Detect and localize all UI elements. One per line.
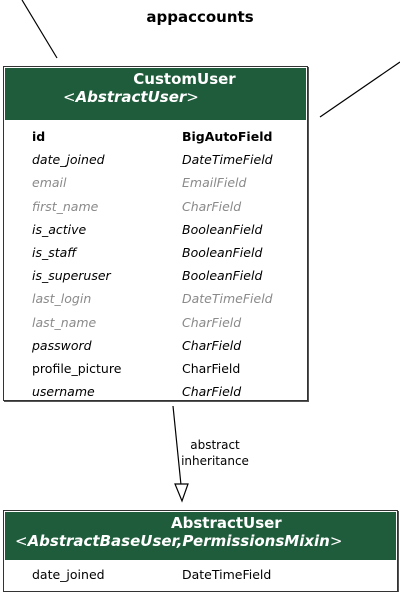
parent-class-name: AbstractBaseUser,PermissionsMixin (27, 532, 330, 550)
field-name: date_joined (32, 567, 105, 583)
field-row: last_login DateTimeField (4, 287, 307, 310)
edge-line-left (21, 0, 58, 59)
field-type: CharField (182, 360, 241, 376)
field-type: DateTimeField (182, 152, 273, 168)
relation-label-line1: abstract (190, 438, 240, 452)
inheritance-edge-line (172, 405, 182, 486)
parent-class-name: AbstractUser (75, 88, 187, 106)
field-table: date_joined DateTimeField (4, 563, 397, 586)
field-name: username (32, 384, 95, 400)
field-row: last_name CharField (4, 311, 307, 334)
field-row: date_joined DateTimeField (4, 563, 397, 586)
field-name: last_login (32, 291, 92, 307)
parents-close: > (186, 88, 199, 106)
entity-header: CustomUser <AbstractUser> (4, 67, 307, 121)
field-name: password (32, 337, 92, 353)
parents-open: < (63, 88, 76, 106)
field-name: is_active (32, 221, 87, 237)
field-name: first_name (32, 198, 99, 214)
field-type: CharField (182, 314, 242, 330)
field-name: email (32, 175, 67, 191)
field-type: CharField (182, 337, 242, 353)
field-row: is_active BooleanField (4, 218, 307, 241)
field-row: first_name CharField (4, 195, 307, 218)
field-type: BooleanField (182, 268, 263, 284)
entity-name: AbstractUser (171, 514, 282, 532)
field-name: is_superuser (32, 268, 111, 284)
field-name: id (32, 129, 46, 145)
field-row: is_staff BooleanField (4, 241, 307, 264)
entity-parents: <AbstractBaseUser,PermissionsMixin> (15, 532, 396, 550)
field-name: profile_picture (32, 360, 122, 376)
field-row: id BigAutoField (4, 125, 307, 148)
entity-customuser: CustomUser <AbstractUser> id BigAutoField… (3, 66, 308, 401)
field-type: CharField (182, 384, 242, 400)
field-row: date_joined DateTimeField (4, 148, 307, 171)
parents-close: > (329, 532, 343, 550)
field-type: BigAutoField (182, 129, 273, 145)
field-row: profile_picture CharField (4, 357, 307, 380)
entity-abstractuser: AbstractUser <AbstractBaseUser,Permissio… (3, 510, 398, 592)
field-type: EmailField (182, 175, 247, 191)
edge-line-right (319, 61, 400, 118)
field-type: BooleanField (182, 245, 263, 261)
entity-name: CustomUser (133, 70, 236, 88)
app-title: appaccounts (146, 8, 254, 26)
relation-label-line2: inheritance (181, 454, 249, 468)
field-name: last_name (32, 314, 97, 330)
field-type: BooleanField (182, 221, 263, 237)
field-type: DateTimeField (182, 567, 272, 583)
field-name: is_staff (32, 245, 77, 261)
field-row: username CharField (4, 380, 307, 403)
inheritance-arrowhead (174, 483, 189, 503)
relation-label: abstract inheritance (170, 437, 260, 469)
entity-header: AbstractUser <AbstractBaseUser,Permissio… (4, 511, 397, 561)
field-name: date_joined (32, 152, 105, 168)
connector-lines (21, 0, 400, 503)
field-type: DateTimeField (182, 291, 273, 307)
field-row: password CharField (4, 334, 307, 357)
field-row: email EmailField (4, 171, 307, 194)
parents-open: < (15, 532, 28, 550)
field-row: is_superuser BooleanField (4, 264, 307, 287)
field-type: CharField (182, 198, 242, 214)
entity-parents: <AbstractUser> (63, 88, 306, 106)
field-table: id BigAutoField date_joined DateTimeField em… (4, 125, 307, 403)
